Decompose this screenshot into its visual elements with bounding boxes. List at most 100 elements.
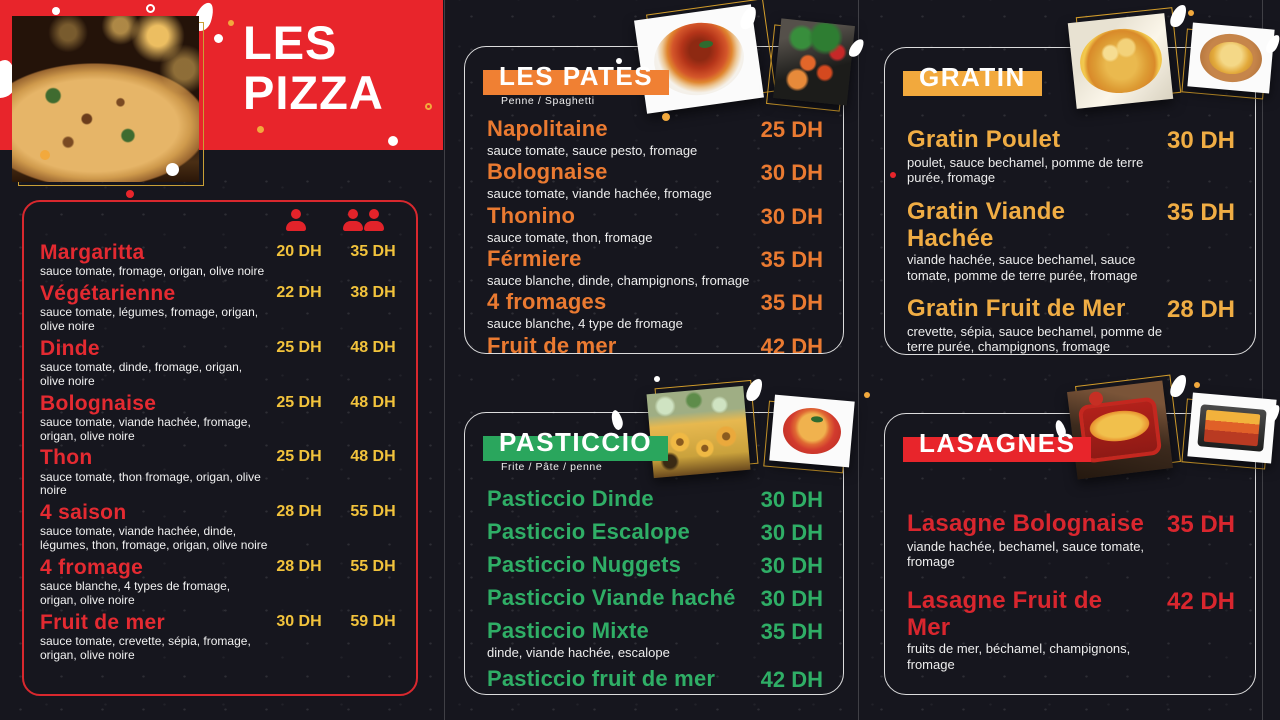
item-price: 42 DH xyxy=(760,667,823,693)
lasagnes-section-title: LASAGNES xyxy=(903,428,1092,462)
item-price: 30 DH xyxy=(760,487,823,512)
panel-divider xyxy=(444,0,445,720)
person-icon xyxy=(284,209,308,232)
item-name: Gratin Fruit de Mer xyxy=(907,295,1126,323)
menu-item: Gratin Fruit de Mer 28 DH crevette, sépi… xyxy=(907,295,1235,355)
menu-item: Pasticcio fruit de mer 42 DH crevette, s… xyxy=(487,666,823,694)
item-description: sauce tomate, dinde, fromage, origan, ol… xyxy=(40,359,243,388)
confetti-dot xyxy=(40,150,50,160)
menu-item: Margaritta sauce tomate, fromage, origan… xyxy=(40,240,402,279)
item-description: sauce tomate, sauce pesto, fromage xyxy=(487,143,698,158)
pates-menu-panel: LES PATES Penne / Spaghetti Napolitaine … xyxy=(464,46,844,354)
two-persons-icon xyxy=(341,209,386,232)
pizza-section-title: LES PIZZA xyxy=(243,18,384,118)
item-price-large: 48 DH xyxy=(350,393,396,411)
item-name: Bolognaise xyxy=(40,391,157,415)
item-price: 30 DH xyxy=(760,203,823,229)
item-description: viande hachée, sauce bechamel, sauce tom… xyxy=(907,252,1138,283)
item-name: Fruit de mer xyxy=(487,332,617,354)
pizza-menu-panel: Margaritta sauce tomate, fromage, origan… xyxy=(22,200,418,696)
item-name: Lasagne Fruit de Mer xyxy=(907,586,1103,641)
item-price: 28 DH xyxy=(1166,296,1235,324)
section-title-text: PASTICCIO xyxy=(499,427,653,457)
item-description: sauce tomate, viande hachée, fromage xyxy=(487,186,712,202)
item-description: sauce tomate, viande hachée, fromage, or… xyxy=(40,414,251,443)
gratin-plate-photo xyxy=(1187,22,1275,94)
pates-item-list: Napolitaine 25 DH sauce tomate, sauce pe… xyxy=(487,116,823,354)
item-name: Lasagne Bolognaise xyxy=(907,510,1144,537)
confetti-dot xyxy=(388,136,398,146)
confetti-dot xyxy=(654,376,660,382)
pizza-title-line1: LES xyxy=(243,16,338,69)
menu-item: Férmiere 35 DH sauce blanche, dinde, cha… xyxy=(487,245,823,288)
pates-section-subtitle: Penne / Spaghetti xyxy=(501,95,595,107)
lasagnes-menu-panel: LASAGNES Lasagne Bolognaise 35 DH viande… xyxy=(884,413,1256,695)
item-price: 30 DH xyxy=(760,520,823,545)
item-name: Margaritta xyxy=(40,241,145,264)
confetti-ring xyxy=(146,4,155,13)
confetti-dot xyxy=(228,20,234,26)
confetti-dot xyxy=(864,392,870,398)
item-name: Férmiere xyxy=(487,245,582,271)
lasagnes-item-list: Lasagne Bolognaise 35 DH viande hachée, … xyxy=(907,510,1235,672)
menu-item: 4 fromage sauce blanche, 4 types de from… xyxy=(40,555,402,608)
item-price: 30 DH xyxy=(760,586,823,611)
item-price-small: 25 DH xyxy=(276,338,322,356)
item-price: 42 DH xyxy=(760,333,823,354)
item-name: 4 saison xyxy=(40,501,127,525)
item-name: Pasticcio Dinde xyxy=(487,486,654,511)
pasticcio-section-subtitle: Frite / Pâte / penne xyxy=(501,461,603,473)
panel-divider xyxy=(1262,0,1263,720)
menu-item: Lasagne Bolognaise 35 DH viande hachée, … xyxy=(907,510,1235,570)
menu-item: Pasticcio Dinde 30 DH xyxy=(487,486,823,513)
confetti-dot xyxy=(52,7,60,15)
menu-item: Dinde sauce tomate, dinde, fromage, orig… xyxy=(40,336,402,389)
item-price: 30 DH xyxy=(760,553,823,578)
item-description: sauce tomate, viande hachée, dinde, légu… xyxy=(40,524,268,553)
item-price: 35 DH xyxy=(1166,198,1235,226)
item-name: Napolitaine xyxy=(487,116,608,141)
item-price-large: 35 DH xyxy=(350,243,396,260)
item-name: 4 fromage xyxy=(40,555,144,579)
item-description: sauce tomate, fromage, origan, olive noi… xyxy=(40,264,265,279)
section-title-text: LASAGNES xyxy=(919,428,1076,458)
section-title-text: GRATIN xyxy=(919,62,1026,92)
menu-item: Fruit de mer 42 DH sauce blanche, sépia,… xyxy=(487,332,823,354)
confetti-dot xyxy=(257,126,264,133)
item-price-large: 59 DH xyxy=(350,612,396,630)
menu-item: Fruit de mer sauce tomate, crevette, sép… xyxy=(40,610,402,663)
item-description: sauce tomate, crevette, sépia, fromage, … xyxy=(40,633,251,662)
item-name: Fruit de mer xyxy=(40,610,165,634)
item-description: crevette, sépia, sauce bechamel, pomme d… xyxy=(907,324,1163,355)
menu-item: Thon sauce tomate, thon fromage, origan,… xyxy=(40,445,402,498)
confetti-ring xyxy=(425,103,432,110)
confetti-dot xyxy=(890,172,896,178)
item-name: Pasticcio fruit de mer xyxy=(487,666,716,692)
item-description: sauce blanche, dinde, champignons, froma… xyxy=(487,272,750,288)
item-name: Gratin Viande Hachée xyxy=(907,197,1066,252)
item-price-large: 55 DH xyxy=(350,503,396,521)
milk-splash-icon xyxy=(1167,372,1190,400)
item-description: dinde, viande hachée, escalope xyxy=(487,645,670,660)
menu-item: Végétarienne sauce tomate, légumes, from… xyxy=(40,281,402,334)
confetti-dot xyxy=(1194,382,1200,388)
penne-photo xyxy=(773,18,855,106)
item-name: Gratin Poulet xyxy=(907,126,1061,153)
confetti-dot xyxy=(126,190,134,198)
confetti-dot xyxy=(214,34,223,43)
item-description: poulet, sauce bechamel, pomme de terre p… xyxy=(907,155,1144,186)
pates-section-title: LES PATES xyxy=(483,61,670,95)
item-description: sauce blanche, 4 types de fromage, origa… xyxy=(40,579,231,607)
item-price-large: 48 DH xyxy=(350,338,396,356)
item-description: sauce blanche, 4 type de fromage xyxy=(487,316,683,332)
item-price-small: 25 DH xyxy=(276,393,322,411)
menu-item: 4 fromages 35 DH sauce blanche, 4 type d… xyxy=(487,290,823,332)
pasta-bowl-photo xyxy=(769,394,855,468)
item-price: 30 DH xyxy=(1166,127,1235,154)
item-price-small: 25 DH xyxy=(276,448,322,466)
item-price-small: 28 DH xyxy=(276,503,322,521)
item-price: 35 DH xyxy=(1166,511,1235,538)
pizza-item-list: Margaritta sauce tomate, fromage, origan… xyxy=(40,240,402,662)
menu-item: Pasticcio Mixte 35 DH dinde, viande hach… xyxy=(487,618,823,660)
